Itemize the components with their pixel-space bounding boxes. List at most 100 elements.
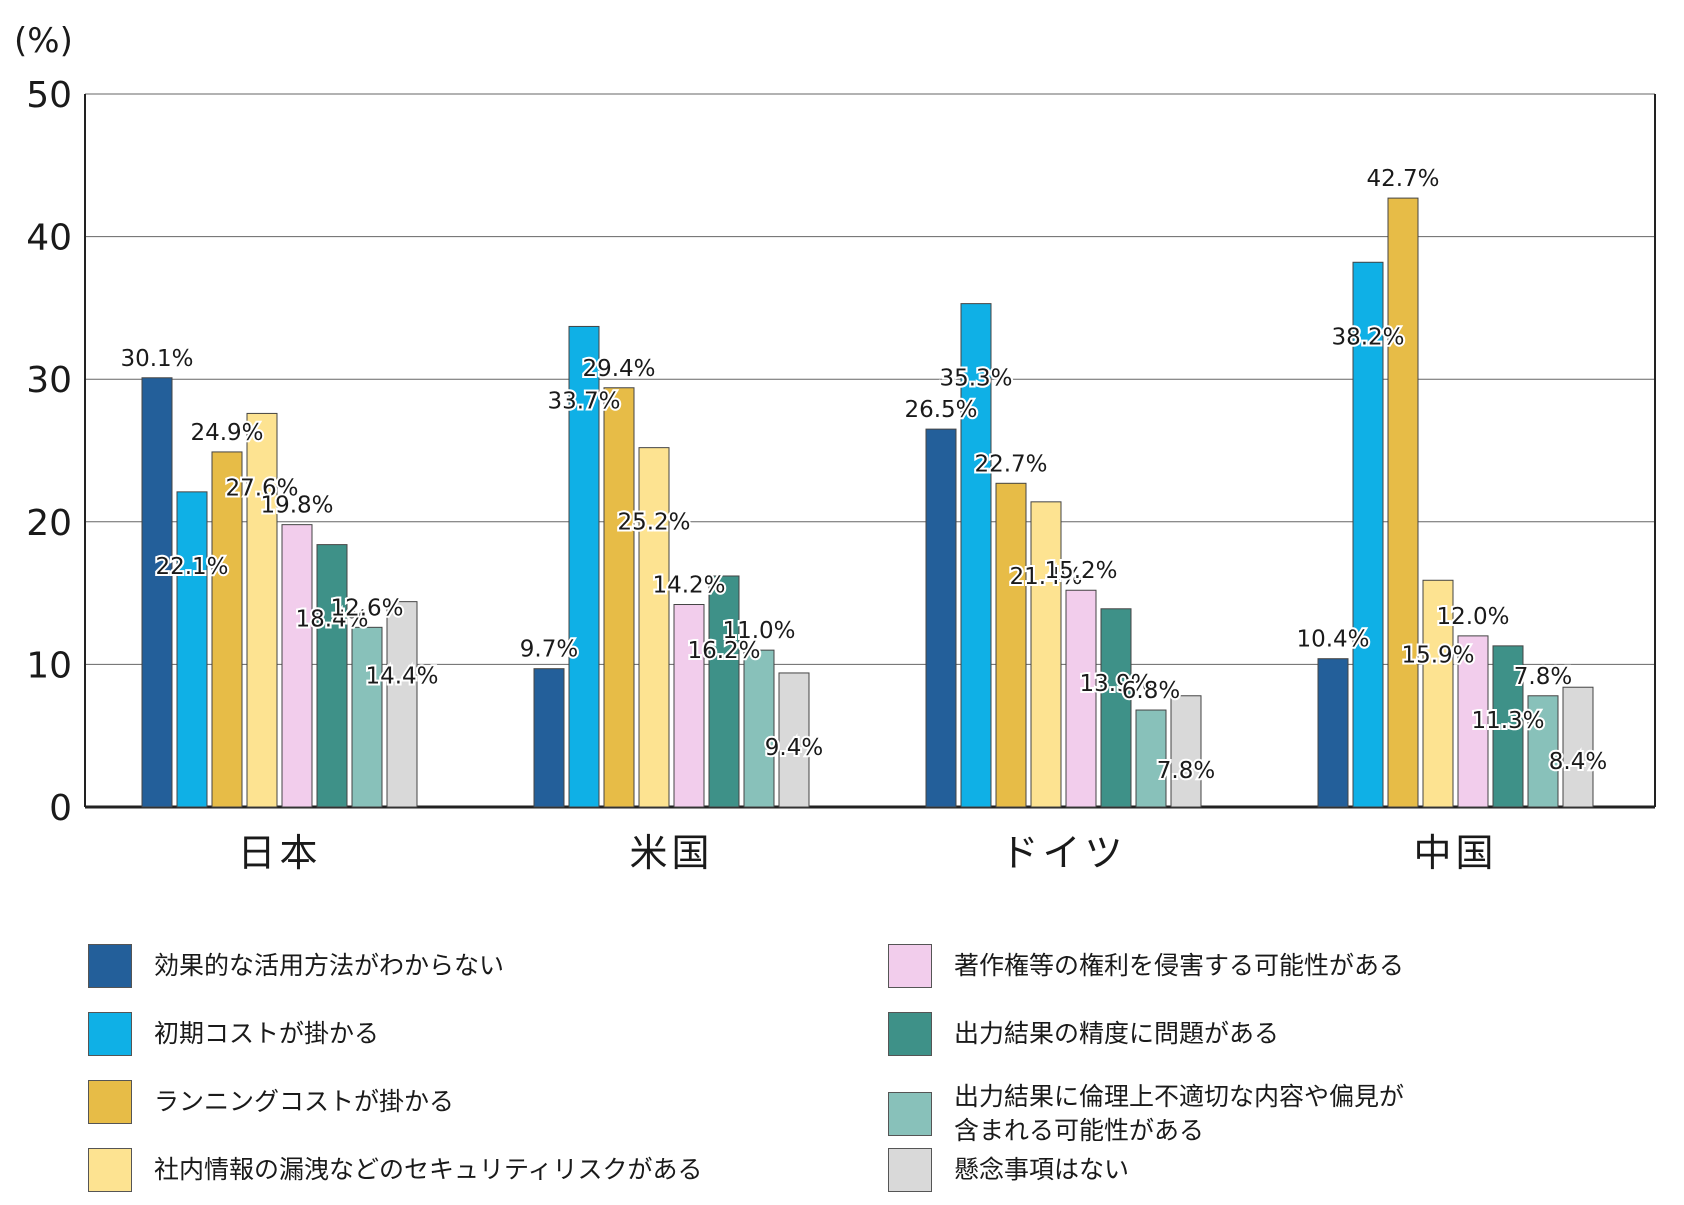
bar [533, 668, 565, 808]
legend-label: 社内情報の漏洩などのセキュリティリスクがある [154, 1155, 703, 1184]
bar [1170, 695, 1202, 808]
data-label: 25.2% [617, 510, 690, 536]
bar [1135, 709, 1167, 808]
bar [316, 544, 348, 808]
bar [351, 626, 383, 808]
y-tick-label: 50 [26, 75, 72, 116]
bar [778, 672, 810, 808]
data-label: 12.0% [1436, 604, 1509, 630]
legend-swatch [88, 1012, 132, 1056]
x-tick-label: ドイツ [1000, 831, 1126, 875]
data-label: 38.2% [1331, 324, 1404, 350]
legend-label: 効果的な活用方法がわからない [154, 951, 505, 980]
legend-label: 出力結果に倫理上不適切な内容や偏見が 含まれる可能性がある [954, 1082, 1405, 1145]
bar [176, 491, 208, 808]
data-label: 15.2% [1044, 558, 1117, 584]
bar [1352, 261, 1384, 808]
data-label: 10.4% [1296, 627, 1369, 653]
bar [1492, 645, 1524, 808]
legend-swatch [888, 944, 932, 988]
x-tick-label: 中国 [1413, 831, 1497, 875]
y-tick-label: 30 [26, 360, 72, 401]
data-label: 13.9% [1079, 671, 1152, 697]
data-label: 14.2% [652, 573, 725, 599]
legend-swatch [888, 1148, 932, 1192]
data-label: 9.7% [520, 637, 578, 663]
y-tick-label: 0 [49, 788, 72, 829]
bar [708, 575, 740, 808]
data-label: 14.4% [365, 664, 438, 690]
legend-item: 出力結果の精度に問題がある [888, 1012, 1279, 1056]
legend-label: 初期コストが掛かる [154, 1019, 380, 1048]
legend-swatch [888, 1092, 932, 1136]
y-tick-label: 40 [26, 218, 72, 259]
data-label: 11.3% [1471, 708, 1544, 734]
data-label: 21.4% [1009, 564, 1082, 590]
legend-label: 著作権等の権利を侵害する可能性がある [954, 951, 1405, 980]
data-label: 19.8% [260, 493, 333, 519]
data-label: 11.0% [722, 618, 795, 644]
legend-swatch [88, 1080, 132, 1124]
data-label: 24.9% [190, 420, 263, 446]
bar [638, 447, 670, 808]
legend-swatch [888, 1012, 932, 1056]
bar [246, 412, 278, 808]
data-label: 16.2% [687, 638, 760, 664]
data-label: 35.3% [939, 366, 1012, 392]
bar [1065, 589, 1097, 808]
data-label: 7.8% [1157, 758, 1215, 784]
bar [1030, 501, 1062, 808]
y-tick-label: 20 [26, 503, 72, 544]
bar [1422, 579, 1454, 808]
data-label: 12.6% [330, 595, 403, 621]
data-label: 30.1% [120, 346, 193, 372]
bar [743, 649, 775, 808]
data-label: 22.1% [155, 554, 228, 580]
legend-label: 懸念事項はない [954, 1155, 1130, 1184]
bar [141, 377, 173, 808]
data-label: 33.7% [547, 388, 620, 414]
bar [1527, 695, 1559, 808]
y-unit-label: (%) [14, 21, 73, 61]
legend-item: ランニングコストが掛かる [88, 1080, 454, 1124]
legend-item: 出力結果に倫理上不適切な内容や偏見が 含まれる可能性がある [888, 1080, 1404, 1148]
bar [925, 428, 957, 808]
data-label: 15.9% [1401, 642, 1474, 668]
data-label: 8.4% [1549, 749, 1607, 775]
bar [995, 482, 1027, 808]
data-label: 26.5% [904, 397, 977, 423]
bar [1100, 608, 1132, 808]
data-label: 29.4% [582, 356, 655, 382]
legend-swatch [88, 944, 132, 988]
data-label: 42.7% [1366, 166, 1439, 192]
bar [386, 601, 418, 808]
data-label: 18.4% [295, 607, 368, 633]
bar-chart: (%) 0 10 20 30 40 50 日本 米国 ドイツ 中国 30.1% 22.1% 24.9% 2… [14, 21, 1656, 875]
legend-item: 懸念事項はない [888, 1148, 1129, 1192]
bar [568, 325, 600, 808]
bar [1387, 197, 1419, 808]
legend: 効果的な活用方法がわからない 初期コストが掛かるランニングコストが掛かる社内情報の… [0, 930, 1684, 1205]
legend-item: 初期コストが掛かる [88, 1012, 379, 1056]
legend-label: 出力結果の精度に問題がある [954, 1019, 1280, 1048]
legend-item: 著作権等の権利を侵害する可能性がある [888, 944, 1404, 988]
x-tick-label: 日本 [237, 831, 321, 875]
legend-swatch [88, 1148, 132, 1192]
data-label: 22.7% [974, 451, 1047, 477]
x-tick-label: 米国 [629, 831, 713, 875]
data-label: 27.6% [225, 475, 298, 501]
bar [281, 524, 313, 808]
data-label: 6.8% [1122, 678, 1180, 704]
bar [1562, 686, 1594, 808]
legend-item: 社内情報の漏洩などのセキュリティリスクがある [88, 1148, 703, 1192]
bar [1457, 635, 1489, 808]
legend-item: 効果的な活用方法がわからない [88, 944, 504, 988]
bar [211, 451, 243, 808]
bar [960, 303, 992, 808]
data-label: 7.8% [1514, 664, 1572, 690]
data-label: 9.4% [765, 735, 823, 761]
y-tick-label: 10 [26, 645, 72, 686]
bar [1317, 658, 1349, 808]
bar [673, 604, 705, 808]
legend-label: ランニングコストが掛かる [154, 1087, 455, 1116]
